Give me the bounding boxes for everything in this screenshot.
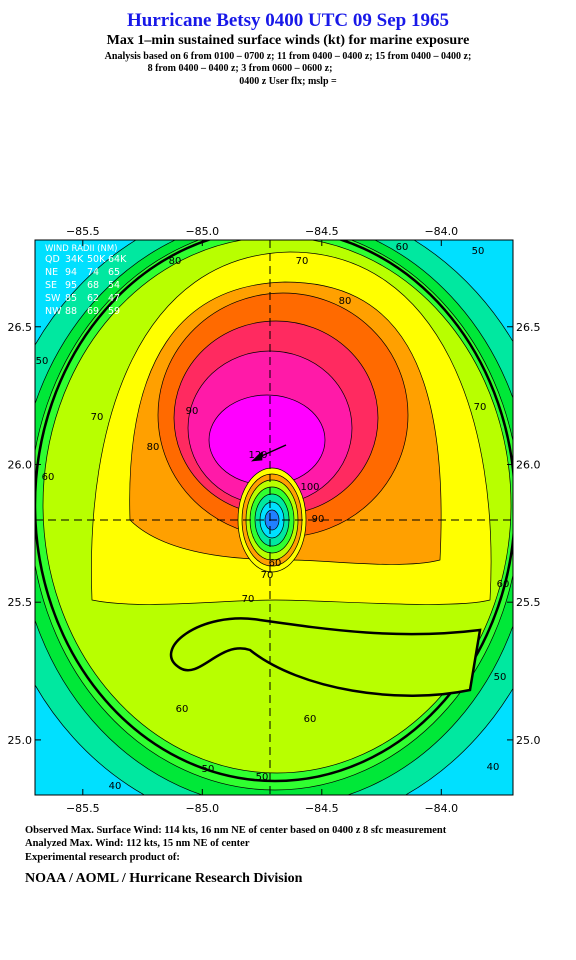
radii-header: 34K [65,254,84,265]
radii-header: 50K [87,254,106,265]
radii-cell: 74 [87,267,99,278]
contour-label: 50 [36,356,49,367]
x-tick-label: −85.5 [66,802,100,815]
radii-cell: 62 [87,293,99,304]
contour-label: 90 [186,406,199,417]
contour-label: 120 [248,450,267,461]
radii-title: WIND RADII (NM) [45,244,117,254]
x-tick-label: −85.0 [185,802,219,815]
contour-label: 70 [261,570,274,581]
radii-cell: 85 [65,293,77,304]
title: Hurricane Betsy 0400 UTC 09 Sep 1965 [127,10,449,31]
footer-line: Experimental research product of: [25,852,180,863]
contour-label: 90 [312,514,325,525]
subtitle: Max 1–min sustained surface winds (kt) f… [106,33,470,48]
y-tick-label: 26.0 [8,458,33,471]
contour-label: 70 [242,594,255,605]
y-tick-label: 25.5 [8,596,33,609]
x-tick-label: −85.5 [66,225,100,238]
contour-label: 60 [396,242,409,253]
radii-cell: 88 [65,306,77,317]
radii-cell: 69 [87,306,99,317]
map-frame [34,239,514,796]
contour-label: 80 [147,442,160,453]
contour-label: 100 [300,482,319,493]
contour-label: 60 [497,579,510,590]
contour-label: 70 [296,256,309,267]
contour-label: 50 [472,246,485,257]
contour-label: 60 [304,714,317,725]
analysis-line: 0400 z User flx; mslp = [239,76,337,87]
radii-cell: 95 [65,280,77,291]
radii-cell: SE [45,280,57,291]
x-tick-label: −84.5 [305,802,339,815]
radii-cell: 94 [65,267,77,278]
contour-label: 50 [202,764,215,775]
contour-label: 40 [109,781,122,792]
footer-line: Observed Max. Surface Wind: 114 kts, 16 … [25,825,447,836]
contour-label: 60 [42,472,55,483]
radii-cell: SW [45,293,61,304]
contour-label: 60 [269,558,282,569]
radii-header: 64K [108,254,127,265]
y-tick-label: 25.0 [516,734,541,747]
analysis-line: Analysis based on 6 from 0100 – 0700 z; … [104,51,472,62]
x-tick-label: −84.5 [305,225,339,238]
y-tick-label: 25.5 [516,596,541,609]
radii-cell: 47 [108,293,120,304]
y-tick-label: 26.5 [8,321,33,334]
footer-org: NOAA / AOML / Hurricane Research Divisio… [25,871,303,886]
radii-cell: 54 [108,280,120,291]
radii-cell: NW [45,306,62,317]
contour-label: 50 [256,772,269,783]
contour-label: 80 [339,296,352,307]
radii-header: QD [45,254,60,265]
y-tick-label: 26.5 [516,321,541,334]
contour-label: 70 [91,412,104,423]
x-tick-label: −84.0 [424,225,458,238]
x-tick-label: −85.0 [185,225,219,238]
radii-cell: 59 [108,306,120,317]
analysis-line: 8 from 0400 – 0400 z; 3 from 0600 – 0600… [147,63,333,74]
contour-label: 60 [176,704,189,715]
contour-label: 40 [487,762,500,773]
wind-field [35,240,513,795]
radii-cell: 68 [87,280,99,291]
radii-cell: NE [45,267,58,278]
contour-label: 70 [474,402,487,413]
y-tick-label: 26.0 [516,458,541,471]
contour-label: 50 [494,672,507,683]
footer-line: Analyzed Max. Wind: 112 kts, 15 nm NE of… [25,838,250,849]
x-tick-label: −84.0 [424,802,458,815]
radii-cell: 65 [108,267,120,278]
contour-label: 80 [169,256,182,267]
y-tick-label: 25.0 [8,734,33,747]
